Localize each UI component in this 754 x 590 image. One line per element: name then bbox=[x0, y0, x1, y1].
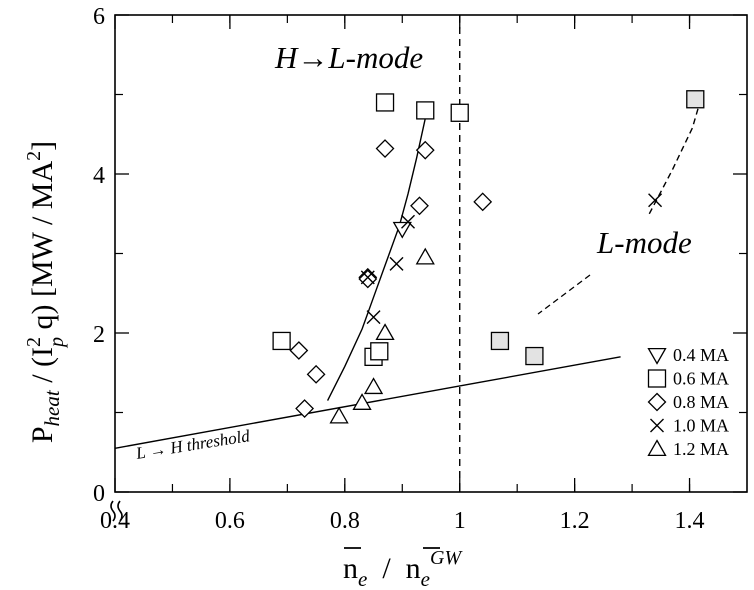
data-point bbox=[363, 377, 384, 395]
x-tick-label: 1 bbox=[454, 508, 466, 534]
data-point bbox=[392, 221, 412, 239]
data-point bbox=[415, 247, 435, 265]
legend-label: 1.0 MA bbox=[673, 416, 729, 436]
lh-threshold-line bbox=[114, 356, 621, 449]
legend-label: 1.2 MA bbox=[673, 439, 729, 459]
data-point bbox=[360, 270, 375, 285]
x-label-n2: n bbox=[406, 552, 421, 585]
legend-label: 0.8 MA bbox=[673, 392, 729, 412]
axis-break-mark bbox=[110, 500, 123, 522]
y-label-p: P bbox=[26, 426, 59, 443]
legend-label: 0.4 MA bbox=[673, 345, 729, 365]
data-point bbox=[415, 140, 435, 160]
data-point bbox=[416, 101, 435, 120]
axis-ticks: 0.4 0.6 0.8 1 1.2 1.4 0 2 4 6 bbox=[93, 4, 747, 534]
legend-marker bbox=[647, 439, 667, 457]
data-point bbox=[525, 346, 544, 366]
data-point bbox=[272, 331, 291, 351]
y-label-sup: 2 bbox=[23, 337, 45, 347]
data-point bbox=[289, 341, 309, 360]
data-point bbox=[648, 193, 663, 208]
data-point bbox=[686, 90, 705, 109]
data-point bbox=[450, 103, 469, 122]
legend-marker bbox=[650, 418, 664, 433]
x-tick-label: 0.6 bbox=[215, 508, 245, 534]
y-label-sup2: 2 bbox=[23, 151, 45, 161]
data-point bbox=[375, 139, 395, 158]
y-tick-label: 6 bbox=[93, 4, 105, 30]
x-tick-label: 1.2 bbox=[560, 508, 590, 534]
data-markers bbox=[272, 90, 705, 424]
legend-marker bbox=[647, 347, 667, 365]
data-point bbox=[306, 364, 326, 384]
x-label-e2: e bbox=[421, 567, 430, 590]
x-label-gw: GW bbox=[430, 547, 463, 569]
hl-transition-curve bbox=[326, 118, 426, 401]
y-label-mid: / (I bbox=[26, 347, 59, 390]
x-tick-label: 0.8 bbox=[330, 508, 360, 534]
data-point bbox=[473, 192, 493, 212]
data-point bbox=[490, 331, 510, 351]
data-point bbox=[329, 406, 349, 424]
y-tick-label: 0 bbox=[93, 481, 105, 507]
data-point bbox=[401, 214, 416, 229]
annotation-l-mode: L-mode bbox=[596, 225, 692, 260]
data-point bbox=[375, 93, 395, 112]
l-mode-leader-line bbox=[537, 274, 591, 315]
annotation-hl-mode: H→L-mode bbox=[274, 40, 423, 75]
data-point bbox=[370, 342, 389, 361]
data-point bbox=[295, 399, 315, 418]
x-label-slash: / bbox=[367, 552, 405, 585]
annotation-lh-threshold: L → H threshold bbox=[134, 426, 252, 463]
y-label-tail: q) [MW / MA bbox=[26, 161, 59, 337]
y-tick-label: 4 bbox=[93, 163, 105, 189]
data-point bbox=[375, 323, 395, 341]
fit-curves bbox=[114, 98, 702, 449]
y-tick-label: 2 bbox=[93, 322, 105, 348]
x-label-e1: e bbox=[358, 567, 367, 590]
data-point bbox=[410, 196, 429, 216]
y-label-sub: p bbox=[46, 337, 68, 349]
y-label-end: ] bbox=[26, 141, 59, 151]
x-tick-label: 0.4 bbox=[100, 508, 130, 534]
data-point bbox=[389, 256, 404, 271]
legend-label: 0.6 MA bbox=[673, 369, 729, 389]
x-tick-label: 1.4 bbox=[675, 508, 705, 534]
legend-marker bbox=[647, 392, 667, 412]
l-mode-curve bbox=[648, 98, 702, 215]
data-point bbox=[358, 269, 378, 289]
y-axis-label: Pheat / (I2p q) [MW / MA2] bbox=[23, 141, 68, 443]
legend: 0.4 MA 0.6 MA 0.8 MA 1.0 MA 1.2 MA bbox=[647, 345, 729, 459]
data-point bbox=[366, 310, 381, 325]
legend-marker bbox=[647, 369, 667, 388]
y-label-heat: heat bbox=[40, 389, 64, 426]
x-label-n1: n bbox=[343, 552, 358, 585]
x-axis-label: ne / neGW bbox=[343, 547, 463, 590]
data-point bbox=[352, 393, 372, 410]
